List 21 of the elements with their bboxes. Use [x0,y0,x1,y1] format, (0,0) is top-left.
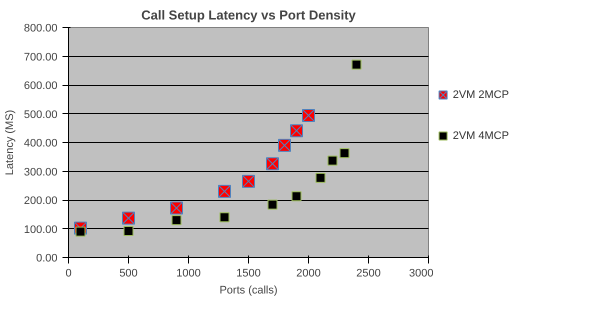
x-axis-title: Ports (calls) [219,284,278,296]
y-tick-label: 100.00 [24,224,58,236]
y-tick-label: 300.00 [24,166,58,178]
x-tick-label: 1500 [236,268,261,280]
legend-label: 2VM 4MCP [452,130,509,142]
y-tick-label: 600.00 [24,80,58,92]
chart-title: Call Setup Latency vs Port Density [141,8,357,22]
y-tick-label: 0.00 [36,252,58,264]
x-tick-label: 2500 [356,268,381,280]
y-tick-label: 400.00 [24,138,58,150]
x-tick-label: 0 [65,268,72,280]
y-tick-label: 500.00 [24,108,58,121]
x-tick-label: 500 [119,268,138,280]
y-axis-title: Latency (MS) [4,110,16,176]
legend-label: 2VM 2MCP [452,88,509,101]
y-tick-label: 700.00 [24,51,58,64]
x-tick-label: 2000 [296,268,321,280]
y-tick-label: 200.00 [24,195,58,207]
y-tick-label: 800.00 [24,22,58,34]
x-tick-label: 1000 [176,268,201,280]
x-tick-label: 3000 [409,268,434,280]
